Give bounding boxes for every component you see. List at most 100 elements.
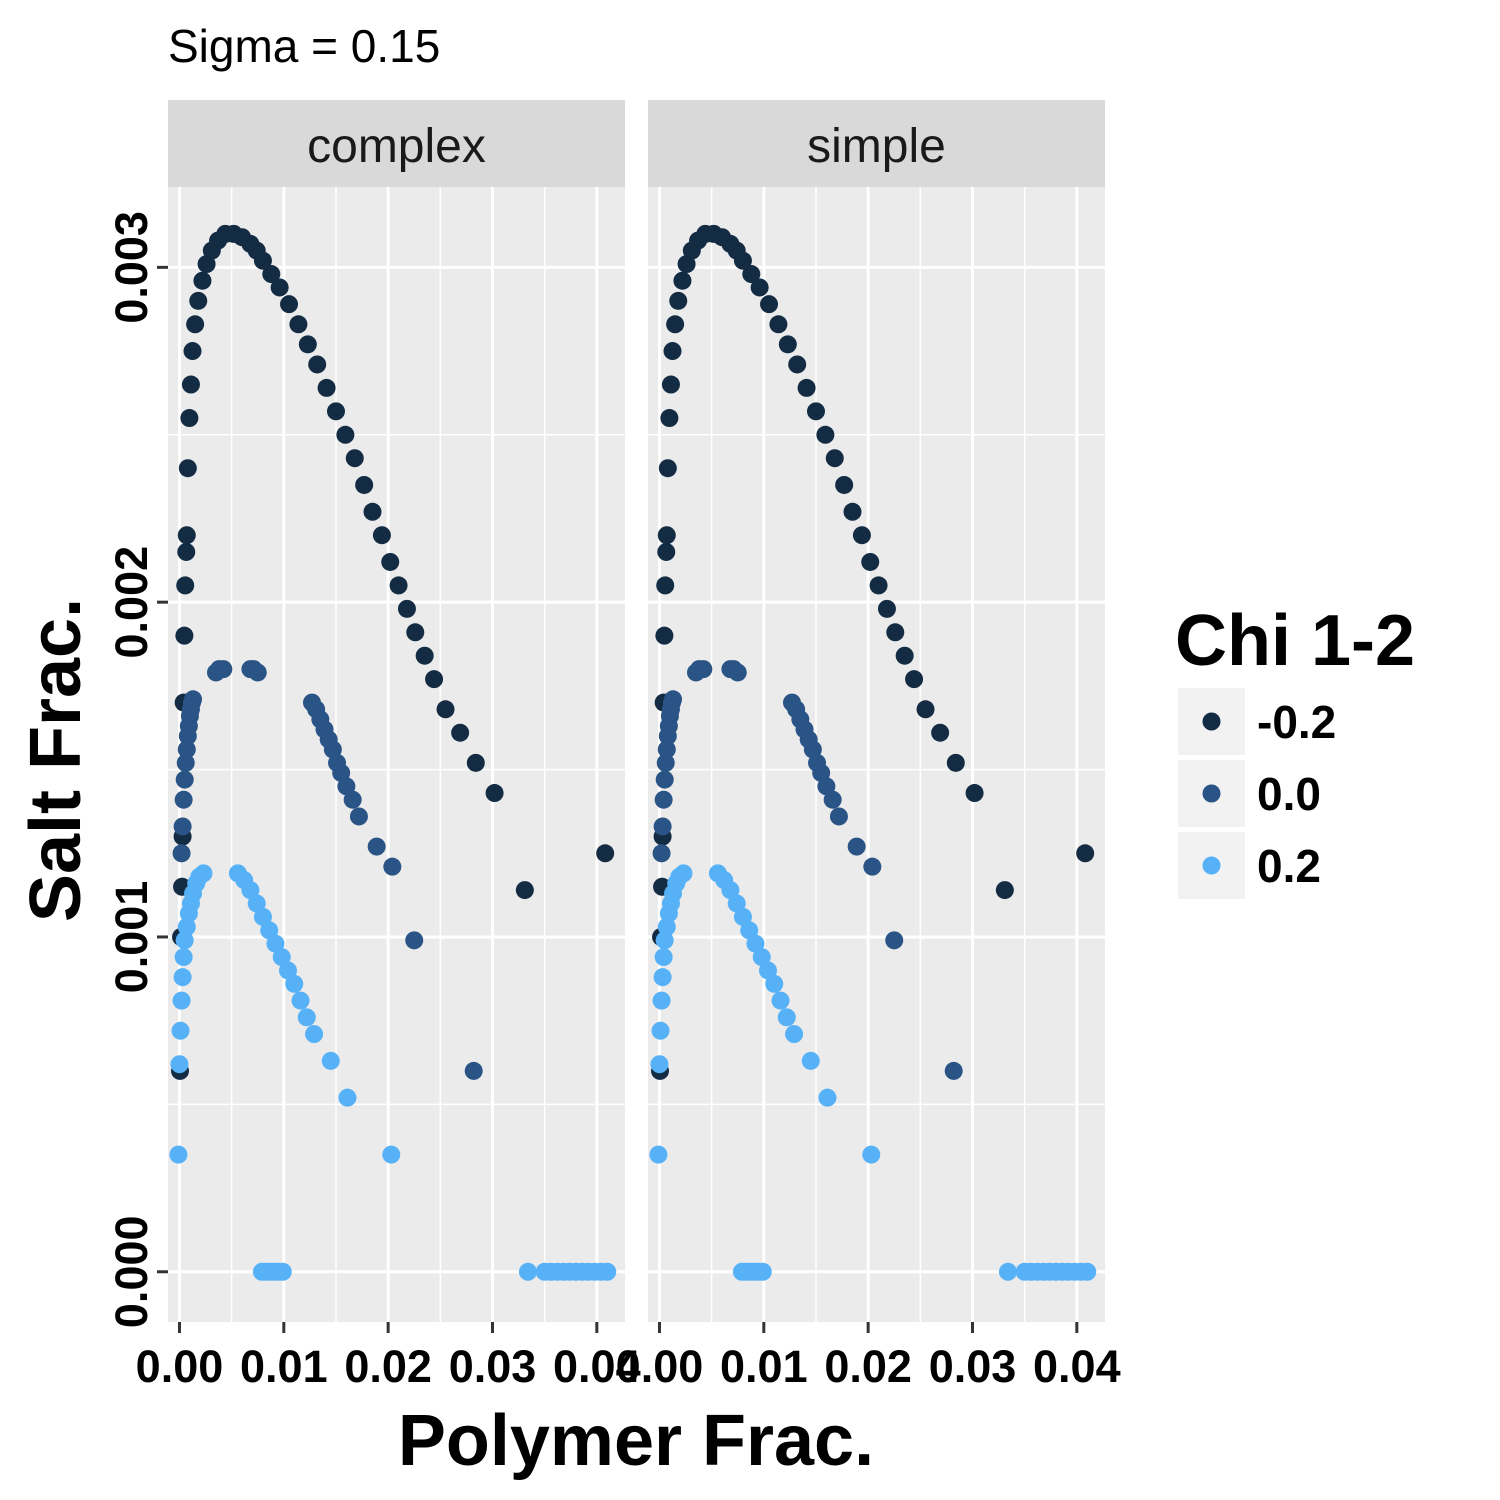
data-point	[916, 700, 935, 719]
data-point	[298, 335, 317, 354]
data-point	[174, 790, 193, 809]
data-point	[673, 271, 692, 290]
data-point	[186, 315, 205, 334]
data-point	[397, 599, 416, 618]
data-point	[464, 1061, 483, 1080]
data-point	[383, 857, 402, 876]
data-point	[1078, 1262, 1097, 1281]
data-point	[184, 690, 203, 709]
chart-title: Sigma = 0.15	[168, 20, 440, 72]
data-point	[788, 355, 807, 374]
facet-strip-label: complex	[307, 120, 486, 173]
x-tick-label: 0.04	[553, 1341, 641, 1392]
data-point	[652, 844, 671, 863]
data-point	[769, 315, 788, 334]
data-point	[247, 894, 266, 913]
legend-key-dot	[1202, 784, 1221, 803]
data-point	[733, 251, 752, 270]
legend-key-dot	[1202, 712, 1221, 731]
data-point	[485, 784, 504, 803]
data-point	[869, 576, 888, 595]
data-point	[175, 770, 194, 789]
data-point	[778, 335, 797, 354]
data-point	[653, 968, 672, 987]
data-point	[305, 1025, 324, 1044]
data-point	[752, 948, 771, 967]
data-point	[694, 660, 713, 679]
legend-entry: 0.0	[1178, 760, 1321, 827]
data-point	[289, 315, 308, 334]
data-point	[177, 740, 196, 759]
data-point	[337, 777, 356, 796]
legend: Chi 1-2 -0.2 0.0 0.2	[1175, 601, 1415, 899]
data-point	[655, 770, 674, 789]
data-point	[181, 375, 200, 394]
data-point	[843, 502, 862, 521]
data-point	[656, 576, 675, 595]
data-point	[436, 700, 455, 719]
x-tick-label: 0.00	[616, 1341, 704, 1392]
data-point	[746, 934, 765, 953]
x-tick-label: 0.02	[824, 1341, 912, 1392]
facet-strip-label: simple	[807, 120, 946, 173]
data-point	[173, 817, 192, 836]
x-axis-label: Polymer Frac.	[398, 1401, 874, 1481]
data-point	[273, 1262, 292, 1281]
data-point	[829, 807, 848, 826]
data-point	[415, 646, 434, 665]
data-point	[669, 291, 688, 310]
data-point	[189, 291, 208, 310]
data-point	[180, 409, 199, 428]
data-point	[183, 342, 202, 361]
data-point	[758, 961, 777, 980]
legend-key-dot	[1202, 856, 1221, 875]
data-point	[193, 271, 212, 290]
data-point	[175, 931, 194, 950]
y-axis-label: Salt Frac.	[16, 598, 96, 922]
data-point	[818, 1088, 837, 1107]
y-tick-label: 0.002	[106, 546, 157, 659]
facet-strip	[648, 100, 1105, 187]
data-point	[658, 459, 677, 478]
data-point	[750, 278, 769, 297]
data-point	[172, 991, 191, 1010]
data-point	[174, 948, 193, 967]
x-tick-label: 0.00	[136, 1341, 224, 1392]
legend-title: Chi 1-2	[1175, 601, 1415, 681]
data-point	[297, 1008, 316, 1027]
data-point	[721, 881, 740, 900]
data-point	[653, 817, 672, 836]
data-point	[661, 375, 680, 394]
data-point	[740, 921, 759, 940]
y-tick-label: 0.001	[106, 881, 157, 994]
data-point	[272, 948, 291, 967]
data-point	[946, 753, 965, 772]
data-point	[176, 576, 195, 595]
data-point	[742, 265, 761, 284]
data-point	[466, 753, 485, 772]
data-point	[355, 475, 374, 494]
x-axes: 0.00 0.01 0.02 0.03 0.040.00 0.01 0.02 0.03 0.04	[136, 1322, 1121, 1392]
facet-panels: complex simple	[168, 100, 1105, 1322]
data-point	[895, 646, 914, 665]
y-tick-label: 0.000	[106, 1215, 157, 1328]
data-point	[389, 576, 408, 595]
data-point	[664, 690, 683, 709]
data-point	[326, 402, 345, 421]
data-point	[861, 552, 880, 571]
data-point	[765, 974, 784, 993]
y-tick-label: 0.003	[106, 211, 157, 324]
facet-panel-simple: simple	[648, 100, 1105, 1322]
data-point	[657, 526, 676, 545]
data-point	[825, 449, 844, 468]
data-point	[666, 315, 685, 334]
data-point	[270, 278, 289, 297]
facet-panel-complex: complex	[168, 100, 625, 1322]
series-chi-0.2	[649, 864, 1097, 1281]
series-chi-0.0	[172, 660, 483, 1080]
data-point	[169, 1145, 188, 1164]
data-point	[663, 342, 682, 361]
data-point	[172, 844, 191, 863]
data-point	[321, 1051, 340, 1070]
